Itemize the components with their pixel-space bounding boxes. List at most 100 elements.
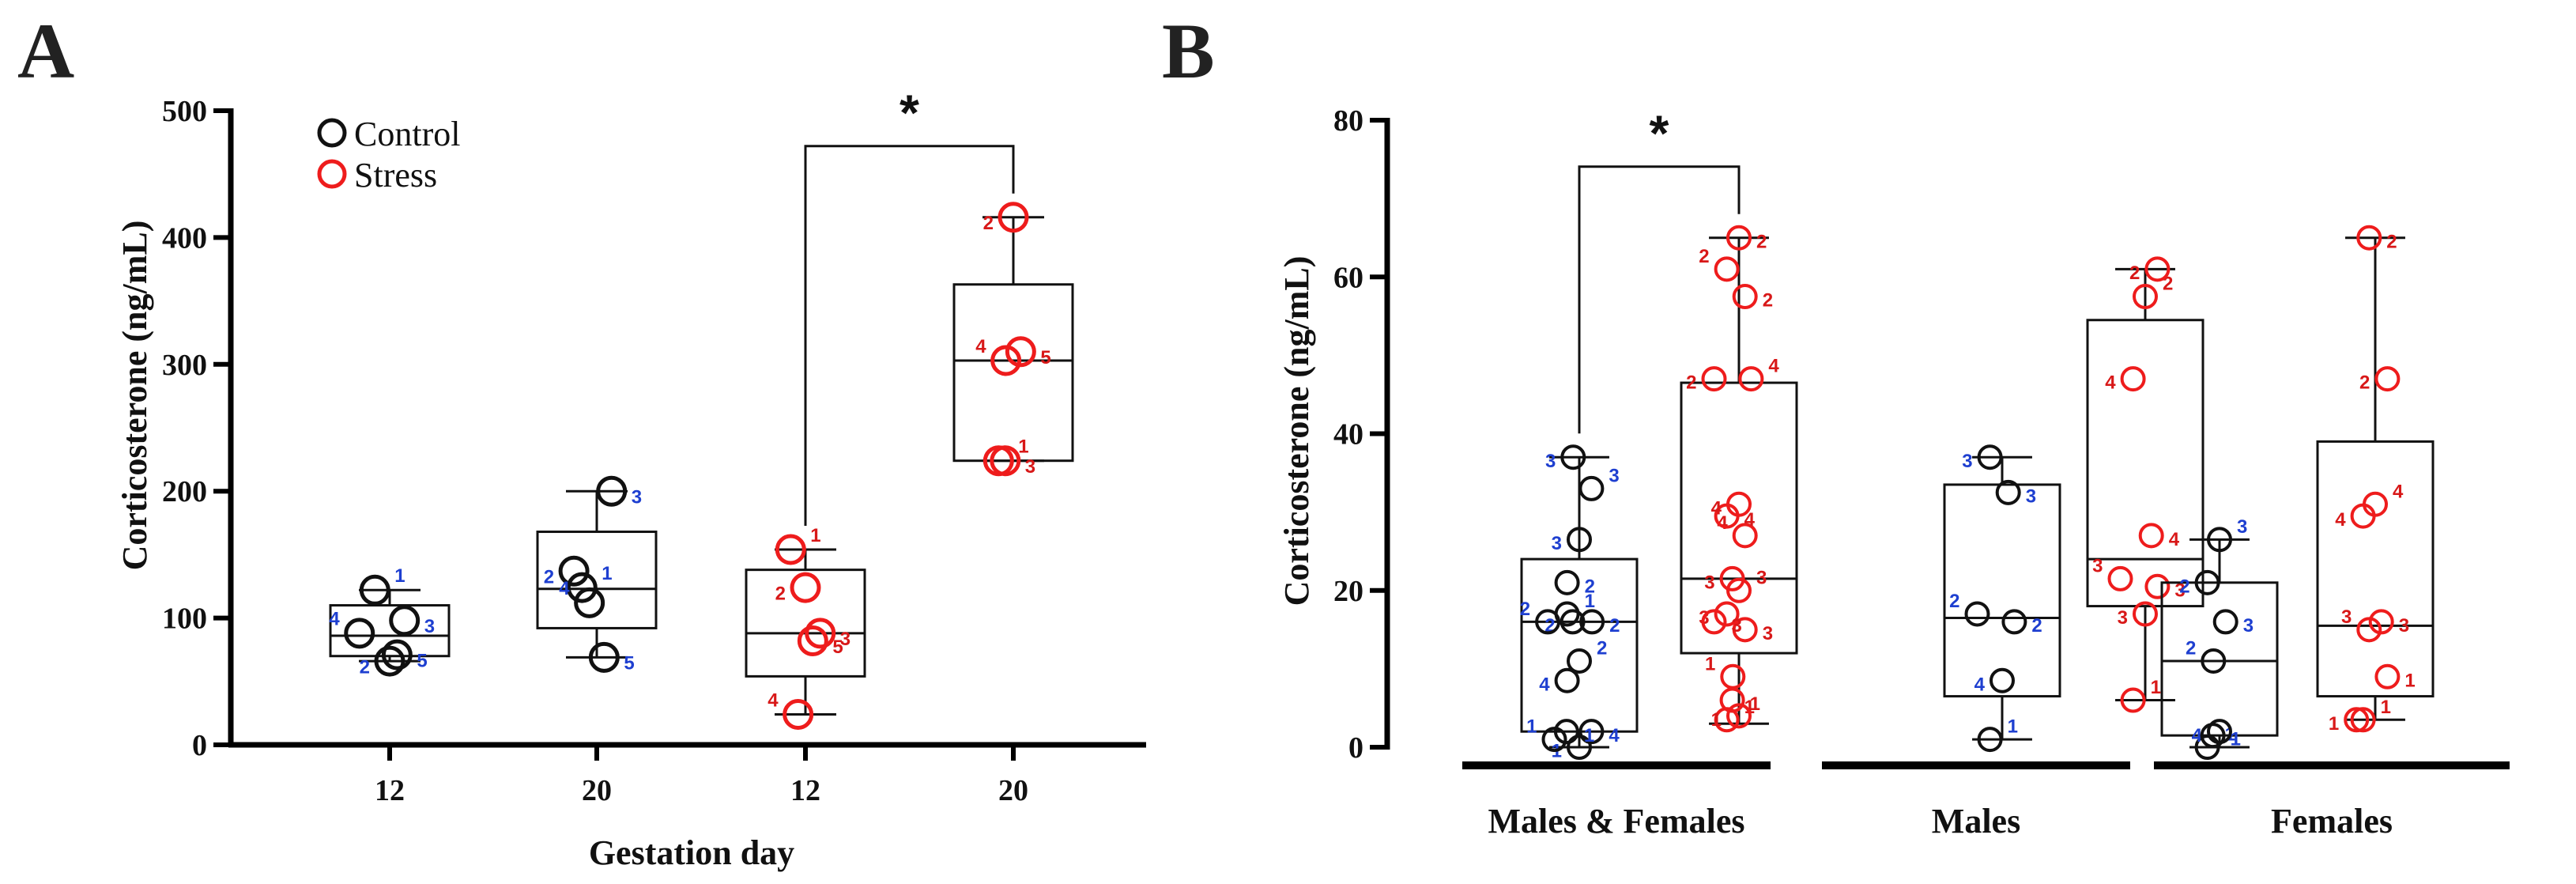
data-point [990, 445, 1021, 477]
data-point [1726, 225, 1752, 251]
box-stress: 1 3 3 3 4 4 2 2 [2086, 256, 2204, 713]
point-label: 1 [2151, 677, 2161, 698]
point-label: 2 [2386, 231, 2397, 252]
point-label: 2 [1763, 290, 1773, 312]
data-point [2368, 609, 2394, 635]
data-point [2138, 523, 2164, 549]
data-point [1726, 491, 1752, 517]
point-label: 1 [394, 565, 405, 587]
point-label: 3 [1545, 451, 1556, 472]
data-point [381, 639, 413, 671]
data-point [1560, 609, 1586, 635]
data-point [2374, 366, 2401, 392]
panel-a-legend: Control Stress [317, 115, 460, 195]
data-point [1732, 617, 1758, 643]
data-point [2144, 573, 2171, 599]
data-point [1560, 444, 1586, 470]
data-point [389, 605, 421, 637]
significance-star: * [900, 85, 919, 142]
point-label: 4 [329, 609, 340, 630]
point-label: 4 [1744, 509, 1756, 531]
point-label: 3 [2243, 615, 2254, 637]
data-point [1977, 444, 2003, 470]
panel-b-ylabel: Corticosterone (ng/mL) [1277, 256, 1316, 606]
data-point [775, 534, 806, 565]
point-label: 2 [360, 656, 370, 678]
point-label: 2 [1699, 246, 1709, 267]
data-point [344, 618, 375, 649]
point-label: 4 [2105, 372, 2116, 394]
point-label: 2 [1949, 591, 1959, 612]
point-label: 4 [2192, 725, 2203, 746]
point-label: 1 [1744, 697, 1755, 718]
data-point [1701, 366, 1727, 392]
point-label: 3 [2026, 485, 2036, 507]
point-label: 3 [2341, 606, 2352, 628]
point-label: 3 [632, 487, 642, 508]
data-point [2120, 687, 2146, 713]
significance-bracket: * [804, 85, 1015, 526]
box-stress: 1 2 3 4 5 [952, 202, 1074, 478]
data-point [2344, 707, 2370, 733]
point-label: 3 [2174, 580, 2185, 601]
data-point [2363, 491, 2388, 517]
box-iqr [745, 569, 866, 678]
data-point [2001, 609, 2027, 635]
point-label: 4 [768, 689, 779, 711]
legend-control-label: Control [354, 115, 460, 153]
data-point [1005, 336, 1036, 368]
x-tick-label: 20 [998, 774, 1028, 807]
y-tick-label: 40 [1333, 418, 1363, 451]
point-label: 3 [1962, 451, 1972, 472]
significance-star: * [1650, 105, 1669, 162]
y-tick-label: 200 [162, 475, 207, 508]
point-label: 1 [2404, 670, 2415, 691]
legend-control-marker [317, 118, 347, 148]
box-control: 1 2 3 4 5 [329, 565, 451, 678]
data-point [1554, 667, 1580, 693]
point-label: 4 [1974, 674, 1986, 695]
data-point [558, 555, 590, 587]
data-point [1977, 727, 2003, 753]
point-label: 3 [840, 629, 850, 650]
data-point [1964, 601, 1990, 627]
x-tick-label: 20 [582, 774, 612, 807]
x-tick-label: 12 [790, 774, 820, 807]
panel-a-ylabel: Corticosterone (ng/mL) [115, 221, 154, 571]
data-point [2356, 225, 2382, 251]
data-point [2120, 366, 2146, 392]
point-label: 1 [2381, 697, 2391, 718]
data-point [359, 574, 390, 606]
y-tick-label: 500 [162, 95, 207, 128]
point-label: 2 [2129, 263, 2140, 284]
point-label: 3 [1732, 615, 1742, 637]
point-label: 2 [2359, 372, 2370, 394]
point-label: 3 [1609, 465, 1619, 486]
group-label: Males [1932, 802, 2020, 841]
data-point [1553, 719, 1579, 745]
data-point [1567, 527, 1592, 553]
point-label: 2 [2179, 576, 2189, 597]
box-iqr [536, 531, 658, 629]
point-label: 5 [832, 637, 843, 658]
point-label: 2 [1686, 372, 1696, 394]
point-label: 4 [559, 578, 570, 599]
box-iqr [2086, 319, 2204, 608]
legend-stress-label: Stress [354, 156, 437, 195]
point-label: 2 [983, 213, 994, 234]
point-label: 4 [1609, 725, 1620, 746]
point-label: 3 [1763, 623, 1773, 644]
point-label: 2 [1597, 638, 1607, 659]
point-label: 4 [2169, 529, 2180, 550]
group-label: Males & Females [1488, 802, 1745, 841]
point-label: 4 [2393, 481, 2404, 502]
point-label: 4 [1768, 356, 1779, 377]
box-iqr [1943, 483, 2061, 698]
data-point [1701, 609, 1727, 635]
